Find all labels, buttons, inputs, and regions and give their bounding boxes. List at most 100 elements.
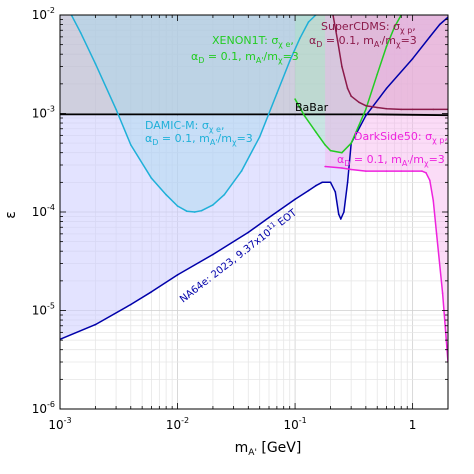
- svg-text:DarkSide50: σχ p,: DarkSide50: σχ p,: [354, 130, 448, 145]
- svg-text:αD = 0.1, mA'/mχ=3: αD = 0.1, mA'/mχ=3: [337, 153, 445, 168]
- point-babar: [176, 113, 179, 116]
- point-supercdms: [346, 87, 349, 90]
- point-damic: [193, 211, 196, 213]
- x-tick-label: 10-3: [48, 416, 71, 432]
- svg-text:αD = 0.1, mA'/mχ=3: αD = 0.1, mA'/mχ=3: [309, 34, 417, 49]
- svg-text:DAMIC-M: σχ e,: DAMIC-M: σχ e,: [145, 119, 224, 134]
- x-tick-labels: 10-3 10-2 10-1 1: [48, 416, 416, 432]
- point-damic: [276, 92, 278, 95]
- label-supercdms: SuperCDMS: σχ p, αD = 0.1, mA'/mχ=3: [309, 20, 417, 49]
- point-damic: [130, 144, 132, 146]
- point-supercdms: [336, 39, 339, 42]
- svg-text:SuperCDMS: σχ p,: SuperCDMS: σχ p,: [321, 20, 416, 35]
- point-damic: [240, 170, 243, 172]
- point-xenon: [341, 151, 343, 154]
- point-darkside: [435, 233, 438, 235]
- point-damic: [176, 205, 179, 207]
- point-supercdms: [341, 65, 343, 68]
- point-na64e: [343, 211, 345, 213]
- point-darkside: [341, 167, 343, 169]
- point-xenon: [329, 149, 332, 152]
- label-babar: BaBar: [295, 101, 329, 114]
- point-supercdms: [400, 108, 403, 111]
- point-xenon: [393, 26, 396, 29]
- x-tick-label: 10-2: [166, 416, 189, 432]
- point-damic: [223, 193, 226, 196]
- label-damic: DAMIC-M: σχ e, αD = 0.1, mA'/mχ=3: [145, 119, 253, 147]
- y-tick-label: 10-6: [32, 400, 55, 416]
- point-xenon: [303, 114, 306, 117]
- point-xenon: [385, 45, 388, 48]
- point-darkside: [365, 170, 367, 172]
- point-xenon: [294, 98, 296, 100]
- point-darkside: [324, 165, 326, 168]
- point-supercdms: [350, 95, 353, 97]
- point-na64e: [385, 87, 388, 90]
- svg-text:αD = 0.1, mA'/mχ=3: αD = 0.1, mA'/mχ=3: [191, 50, 299, 65]
- point-na64e: [212, 253, 214, 256]
- point-damic: [79, 32, 82, 34]
- point-babar: [376, 113, 379, 116]
- point-na64e: [150, 291, 153, 293]
- curve-damic: [70, 15, 317, 213]
- x-tick-label: 10-1: [283, 416, 306, 432]
- point-na64e: [130, 303, 132, 306]
- curve-xenon: [294, 15, 402, 154]
- point-darkside: [441, 292, 444, 295]
- point-darkside: [432, 200, 435, 202]
- point-na64e: [365, 114, 367, 117]
- point-na64e: [438, 23, 441, 26]
- point-na64e: [329, 181, 332, 184]
- point-darkside: [350, 168, 353, 171]
- fill-babar: [60, 15, 448, 116]
- x-tick-label: 1: [409, 418, 417, 432]
- point-na64e: [429, 36, 431, 38]
- svg-text:αD = 0.1, mA'/mχ=3: αD = 0.1, mA'/mχ=3: [145, 132, 253, 147]
- point-darkside: [421, 170, 423, 172]
- point-supercdms: [385, 107, 388, 110]
- point-na64e: [176, 274, 179, 276]
- point-damic: [115, 108, 117, 111]
- point-supercdms: [432, 108, 435, 111]
- point-na64e: [315, 184, 317, 187]
- fill-darkside: [325, 15, 448, 362]
- point-supercdms: [365, 104, 367, 107]
- point-babar: [411, 114, 414, 116]
- point-na64e: [321, 181, 324, 184]
- point-na64e: [334, 191, 337, 193]
- point-na64e: [340, 218, 342, 220]
- point-xenon: [376, 73, 379, 76]
- point-na64e: [346, 181, 349, 184]
- point-darkside: [411, 170, 414, 172]
- point-damic: [165, 193, 167, 196]
- y-axis-label: ε: [3, 211, 19, 219]
- y-tick-labels: 10-6 10-5 10-4 10-3 10-2: [32, 6, 55, 416]
- y-tick-label: 10-4: [32, 203, 55, 219]
- curve-babar: [60, 113, 448, 117]
- point-supercdms: [358, 101, 360, 104]
- point-na64e: [94, 323, 97, 326]
- point-na64e: [294, 198, 296, 200]
- fill-xenon: [295, 15, 402, 153]
- point-xenon: [365, 108, 367, 111]
- label-xenon1t: XENON1T: σχ e, αD = 0.1, mA'/mχ=3: [191, 34, 299, 65]
- point-darkside: [385, 170, 388, 172]
- point-damic: [150, 177, 153, 180]
- point-darkside: [400, 170, 403, 172]
- point-damic: [307, 21, 310, 23]
- point-xenon: [350, 142, 353, 144]
- point-damic: [200, 209, 203, 212]
- point-na64e: [337, 213, 340, 215]
- point-na64e: [247, 231, 250, 234]
- point-na64e: [411, 57, 414, 60]
- point-supercdms: [411, 108, 414, 111]
- point-xenon: [324, 144, 326, 146]
- point-supercdms: [376, 106, 379, 109]
- point-damic: [186, 210, 188, 212]
- point-damic: [212, 204, 214, 206]
- exclusion-curves: [60, 15, 448, 363]
- curve-darkside: [325, 165, 448, 363]
- point-xenon: [315, 131, 317, 133]
- fill-supercdms: [333, 15, 448, 110]
